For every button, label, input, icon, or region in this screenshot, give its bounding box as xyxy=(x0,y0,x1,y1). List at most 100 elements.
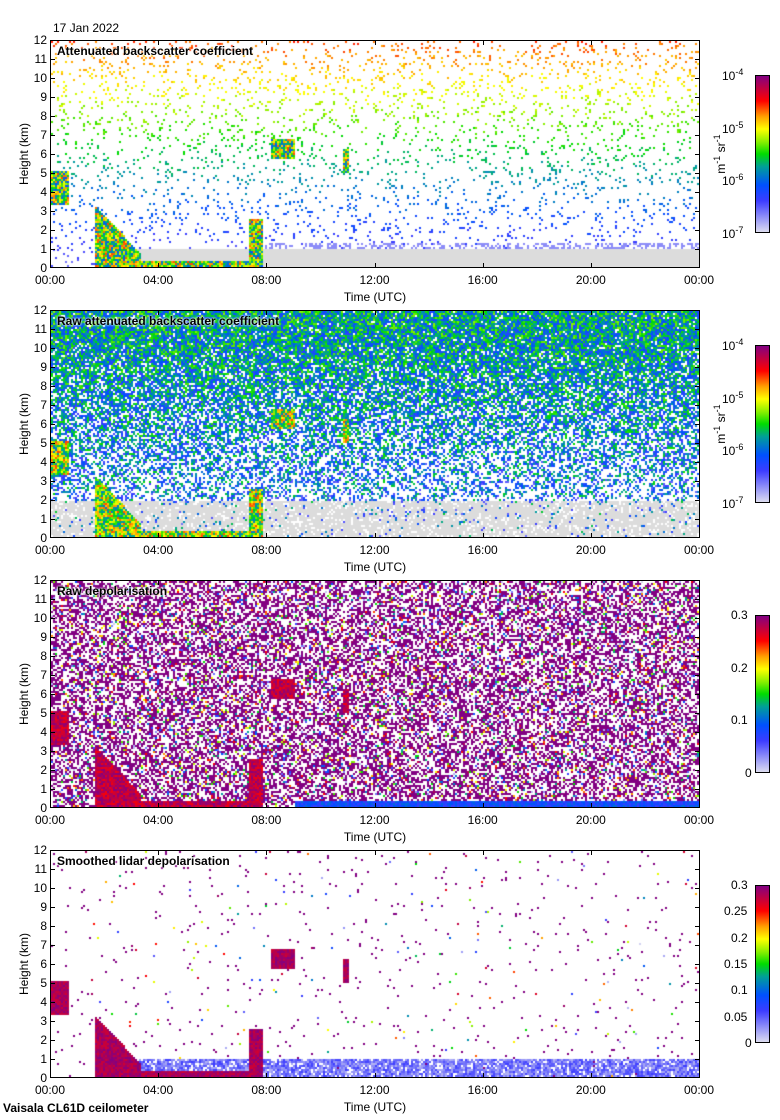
y-tick-mark xyxy=(50,618,55,619)
y-tick-mark xyxy=(695,249,700,250)
y-tick-label: 11 xyxy=(34,52,47,66)
y-tick-label: 2 xyxy=(40,493,47,507)
x-tick-mark xyxy=(699,310,700,315)
x-tick-mark xyxy=(482,850,484,855)
x-tick-label: 04:00 xyxy=(143,273,174,287)
y-tick-mark xyxy=(695,983,700,984)
y-tick-label: 4 xyxy=(40,995,47,1009)
y-tick-mark xyxy=(695,192,700,193)
y-tick-mark xyxy=(695,481,700,482)
x-tick-mark xyxy=(50,40,51,45)
colorbar-tick-label: 0.2 xyxy=(731,930,748,945)
y-tick-mark xyxy=(50,443,55,444)
colorbar-tick-label: 10-6 xyxy=(722,172,744,188)
colorbar xyxy=(755,885,770,1043)
y-tick-label: 12 xyxy=(33,573,47,587)
y-tick-label: 0 xyxy=(40,261,47,275)
y-tick-mark xyxy=(695,367,700,368)
y-tick-label: 1 xyxy=(40,242,47,256)
y-tick-label: 2 xyxy=(40,223,47,237)
y-tick-mark xyxy=(695,97,700,98)
y-tick-label: 3 xyxy=(40,204,47,218)
chart-panel-2: Raw attenuated backscatter coefficient 0 1… xyxy=(0,303,780,580)
heatmap-image xyxy=(51,581,699,807)
y-tick-label: 4 xyxy=(40,455,47,469)
x-axis-label: Time (UTC) xyxy=(343,830,407,844)
colorbar xyxy=(755,345,770,503)
y-tick-label: 0 xyxy=(40,801,47,815)
y-tick-label: 5 xyxy=(40,436,47,450)
y-tick-label: 0 xyxy=(40,1071,47,1085)
x-tick-label: 08:00 xyxy=(251,1083,282,1097)
y-tick-mark xyxy=(695,807,700,808)
x-tick-label: 16:00 xyxy=(467,543,498,557)
y-tick-label: 7 xyxy=(40,938,47,952)
x-tick-label: 00:00 xyxy=(34,273,66,287)
x-tick-mark xyxy=(50,803,51,808)
x-tick-label: 20:00 xyxy=(575,813,606,827)
x-tick-label: 16:00 xyxy=(467,1083,498,1097)
y-tick-label: 6 xyxy=(40,687,47,701)
x-tick-mark xyxy=(590,850,592,855)
x-tick-label: 04:00 xyxy=(143,1083,174,1097)
colorbar-tick-label: 10-7 xyxy=(722,225,744,241)
y-tick-mark xyxy=(50,329,55,330)
colorbar-tick-label: 10-4 xyxy=(722,337,744,353)
y-tick-mark xyxy=(50,1002,55,1003)
y-tick-mark xyxy=(695,656,700,657)
y-tick-label: 12 xyxy=(33,303,47,317)
y-tick-mark xyxy=(50,1021,55,1022)
tick-base: 10 xyxy=(722,339,736,353)
colorbar-tick-label: 0.1 xyxy=(731,713,748,728)
y-tick-mark xyxy=(695,618,700,619)
x-tick-mark xyxy=(374,1073,376,1078)
y-tick-mark xyxy=(695,713,700,714)
y-tick-label: 6 xyxy=(40,147,47,161)
x-tick-label: 12:00 xyxy=(359,543,390,557)
y-tick-mark xyxy=(50,367,55,368)
y-tick-mark xyxy=(50,907,55,908)
y-tick-mark xyxy=(50,675,55,676)
colorbar-tick-label: 0.15 xyxy=(724,957,748,971)
x-tick-label: 20:00 xyxy=(575,1083,606,1097)
y-tick-mark xyxy=(50,945,55,946)
y-tick-label: 4 xyxy=(40,185,47,199)
x-tick-mark xyxy=(374,263,376,268)
y-axis-label: Height (km) xyxy=(17,932,31,996)
y-tick-mark xyxy=(50,386,55,387)
y-tick-label: 10 xyxy=(33,71,47,85)
y-tick-mark xyxy=(695,599,700,600)
y-tick-mark xyxy=(50,348,55,349)
y-tick-label: 6 xyxy=(40,957,47,971)
x-tick-mark xyxy=(158,40,160,45)
y-tick-mark xyxy=(695,1059,700,1060)
y-tick-mark xyxy=(50,1040,55,1041)
y-tick-mark xyxy=(695,40,700,41)
x-tick-label: 20:00 xyxy=(575,273,606,287)
x-tick-mark xyxy=(266,580,268,585)
y-tick-mark xyxy=(695,1077,700,1078)
colorbar-tick-label: 0.25 xyxy=(724,904,748,919)
x-tick-mark xyxy=(158,580,160,585)
x-tick-mark xyxy=(482,40,484,45)
x-tick-mark xyxy=(266,1073,268,1078)
colorbar-tick-label: 10-5 xyxy=(722,120,744,136)
colorbar-tick-label: 0.2 xyxy=(731,660,748,675)
y-tick-label: 8 xyxy=(40,379,47,393)
x-tick-mark xyxy=(482,803,484,808)
y-tick-mark xyxy=(695,907,700,908)
y-tick-label: 5 xyxy=(40,976,47,990)
chart-panel-3: Raw depolarisation 0 1 2 3 4 5 6 7 8 9 10 11 12 00:00 0… xyxy=(0,573,780,850)
x-tick-mark xyxy=(266,263,268,268)
y-tick-mark xyxy=(695,500,700,501)
heatmap-image xyxy=(51,311,699,537)
tick-exponent: -5 xyxy=(735,389,744,400)
heatmap-image xyxy=(51,41,699,267)
y-tick-mark xyxy=(50,770,55,771)
x-tick-mark xyxy=(158,803,160,808)
y-tick-label: 6 xyxy=(40,417,47,431)
tick-exponent: -4 xyxy=(735,337,744,347)
colorbar-label-part: -1 xyxy=(712,404,722,413)
y-tick-mark xyxy=(50,1059,55,1060)
y-tick-label: 4 xyxy=(40,725,47,739)
